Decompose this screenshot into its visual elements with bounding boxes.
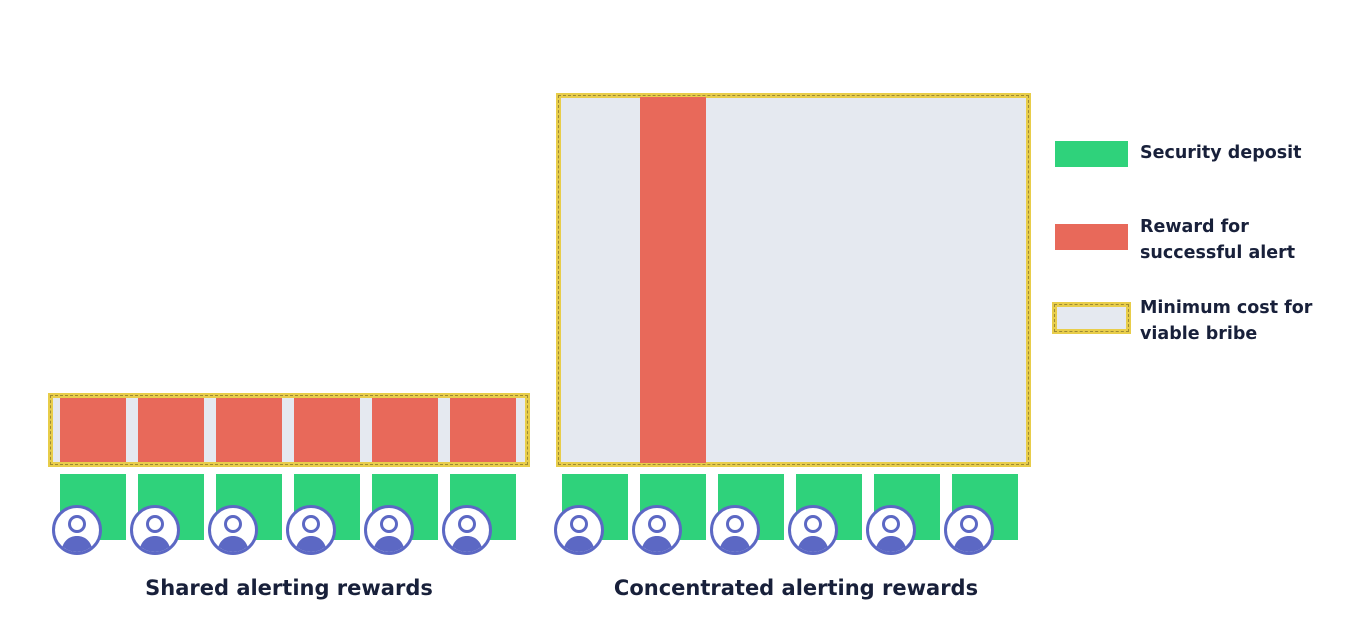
user-icon (211, 508, 255, 552)
participant-avatar (442, 505, 492, 555)
user-icon (289, 508, 333, 552)
shared-caption: Shared alerting rewards (145, 576, 433, 600)
user-icon (445, 508, 489, 552)
legend-reward-label: Reward for successful alert (1140, 217, 1296, 263)
user-icon (557, 508, 601, 552)
shared-reward-block (294, 398, 360, 462)
user-icon (869, 508, 913, 552)
participant-avatar (632, 505, 682, 555)
shared-reward-block (450, 398, 516, 462)
concentrated-bribe-box (556, 93, 1031, 467)
user-icon (791, 508, 835, 552)
user-icon (55, 508, 99, 552)
participant-avatar (286, 505, 336, 555)
legend-security-deposit-swatch (1055, 141, 1128, 167)
legend-reward-swatch (1055, 224, 1128, 250)
concentrated-caption: Concentrated alerting rewards (613, 576, 979, 600)
legend-bribe-swatch (1052, 302, 1131, 334)
participant-avatar (944, 505, 994, 555)
participant-avatar (788, 505, 838, 555)
participant-avatar (52, 505, 102, 555)
user-icon (133, 508, 177, 552)
concentrated-reward-bar (640, 97, 706, 463)
participant-avatar (208, 505, 258, 555)
participant-avatar (130, 505, 180, 555)
legend-security-deposit-label: Security deposit (1140, 143, 1302, 163)
shared-reward-block (372, 398, 438, 462)
shared-reward-block (138, 398, 204, 462)
shared-reward-block (60, 398, 126, 462)
shared-reward-block (216, 398, 282, 462)
shared-bribe-box (48, 393, 530, 467)
user-icon (947, 508, 991, 552)
user-icon (367, 508, 411, 552)
user-icon (635, 508, 679, 552)
participant-avatar (364, 505, 414, 555)
user-icon (713, 508, 757, 552)
participant-avatar (866, 505, 916, 555)
participant-avatar (710, 505, 760, 555)
legend-bribe-label: Minimum cost for viable bribe (1140, 298, 1313, 344)
participant-avatar (554, 505, 604, 555)
